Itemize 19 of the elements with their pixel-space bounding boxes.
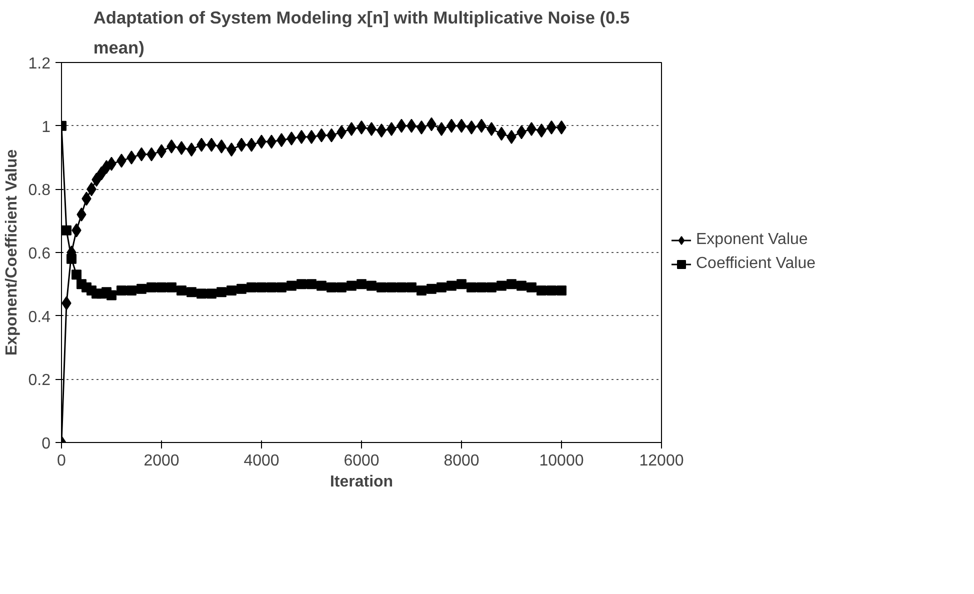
y-tick-label: 0.4 [28,308,51,326]
x-axis-title: Iteration [330,474,394,490]
x-tick-label: 12000 [639,452,684,470]
y-tick-label: 0.8 [28,182,51,200]
y-tick-label: 1 [42,118,51,136]
x-tick-label: 0 [57,452,66,470]
chart-title: Adaptation of System Modeling x[n] with Multiplicative Noise (0.5 mean) [93,8,630,58]
y-tick-label: 1.2 [28,56,51,72]
x-tick-label: 4000 [244,452,280,470]
y-axis-title: Exponent/Coefficient Value [3,149,20,356]
x-tick-label: 2000 [144,452,180,470]
y-tick-label: 0.6 [28,246,51,262]
x-tick-label: 10000 [539,452,584,470]
y-tick-label: 0 [42,436,51,452]
legend-label: Exponent Value [696,231,808,249]
x-tick-label: 8000 [444,452,480,470]
x-tick-label: 6000 [344,452,380,470]
legend-label: Coefficient Value [696,255,816,273]
y-tick-label: 0.2 [28,372,51,390]
